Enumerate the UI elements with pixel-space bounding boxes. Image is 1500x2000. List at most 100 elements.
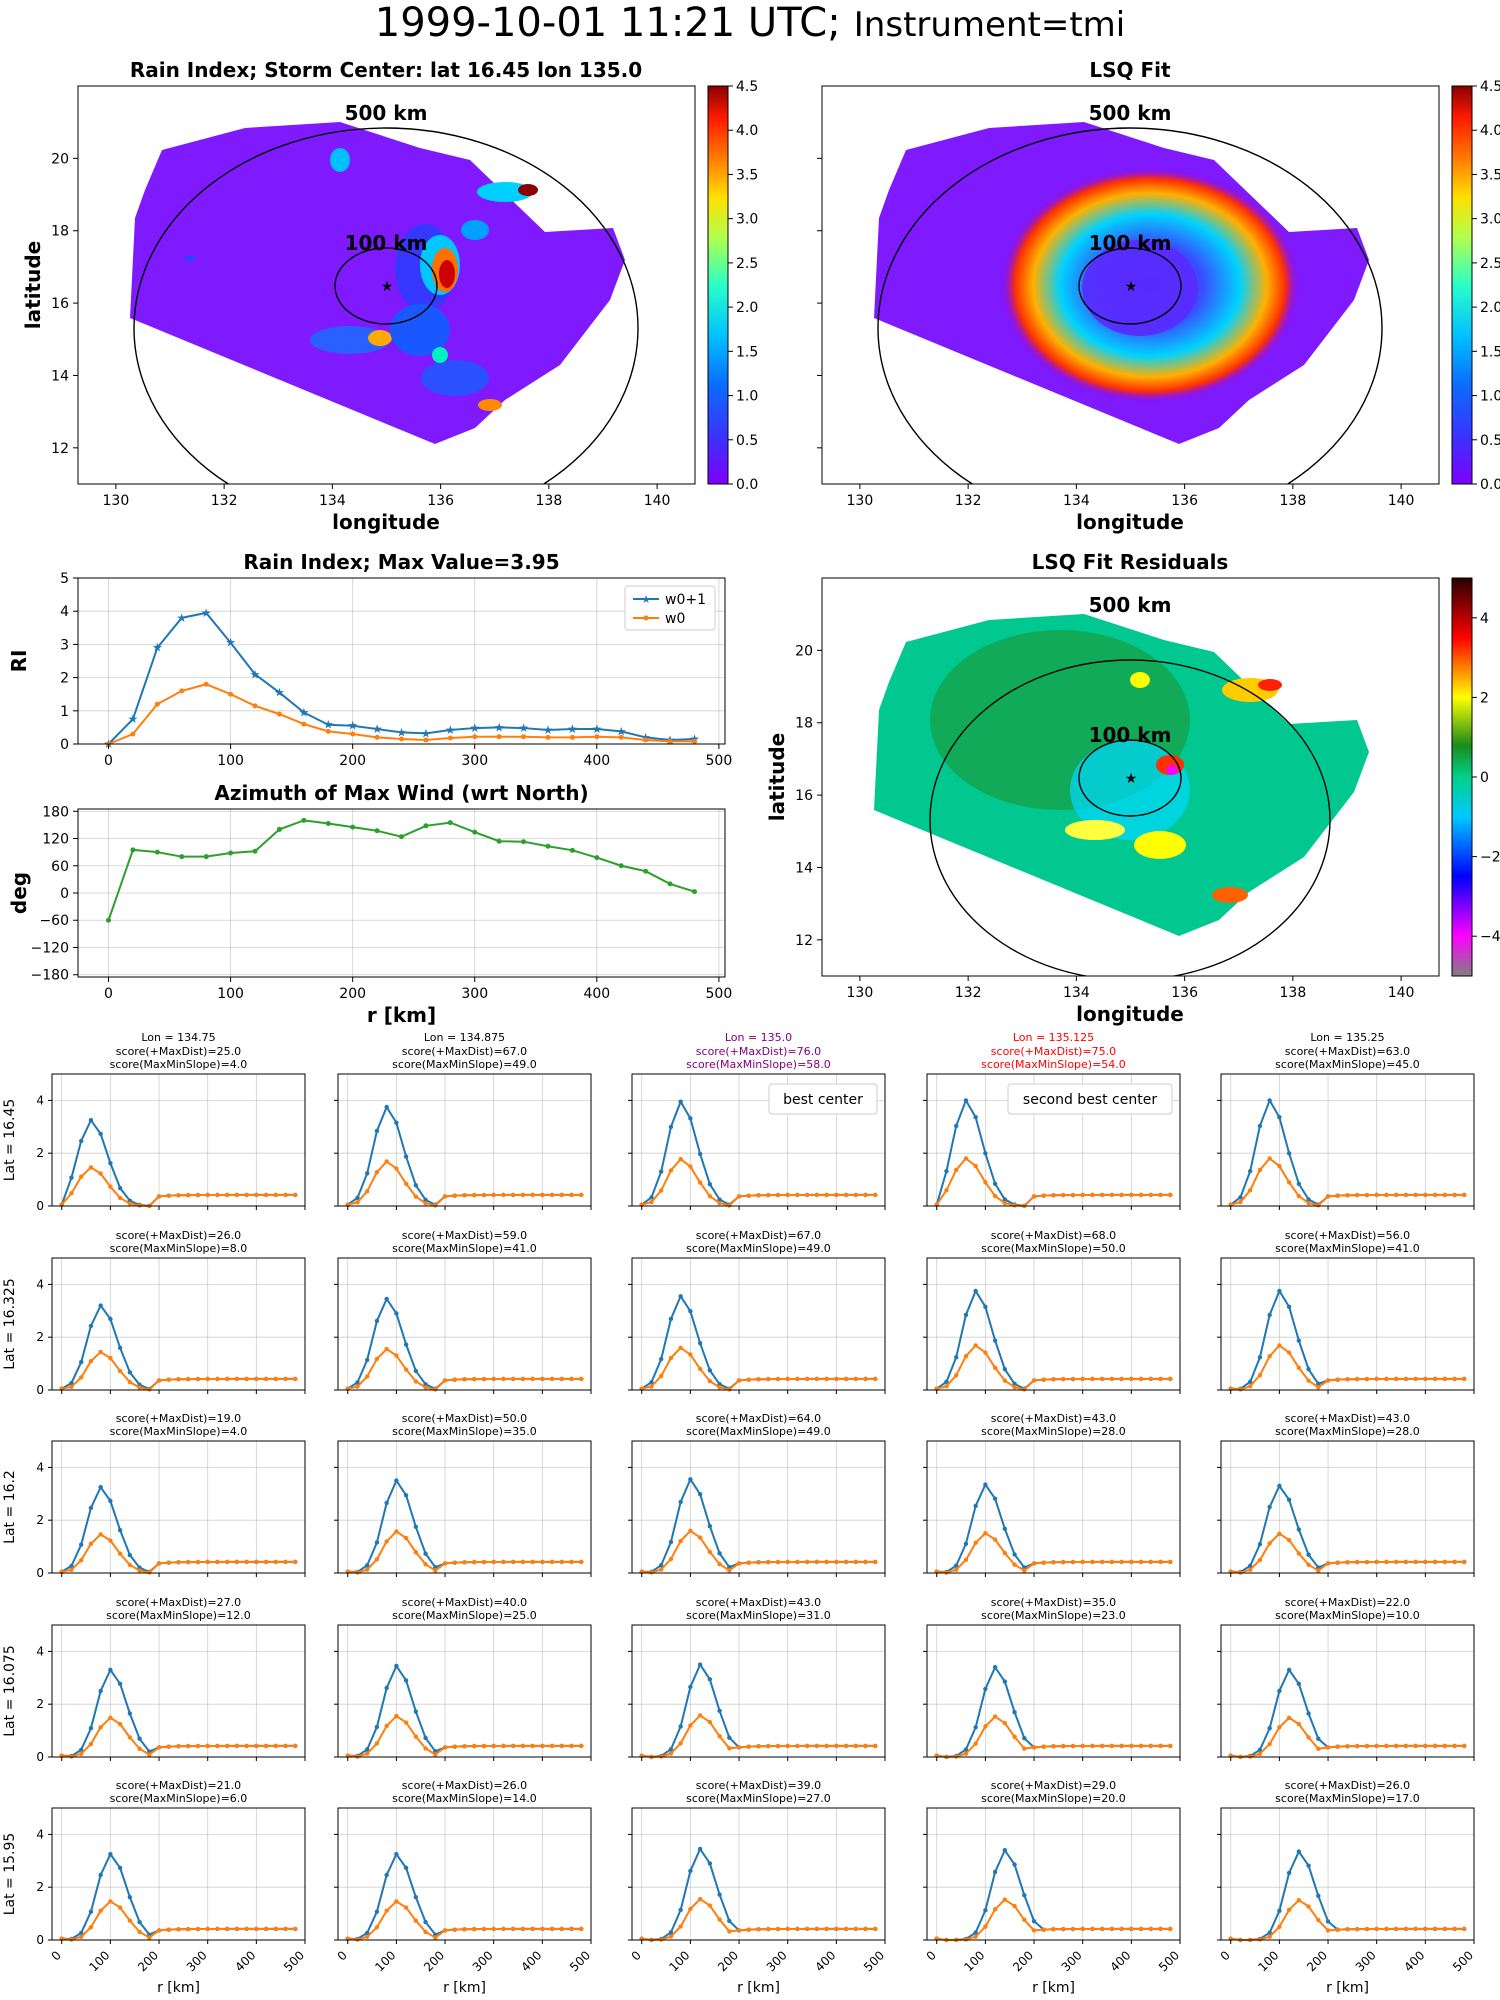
profile-point [1306, 1863, 1311, 1868]
profile-point [293, 1376, 298, 1382]
profile-point [579, 1376, 584, 1382]
panel-score-maxminslope: score(MaxMinSlope)=54.0 [981, 1058, 1126, 1071]
profile-point [224, 1376, 230, 1382]
x-tick-label: 500 [706, 753, 733, 769]
x-tick-label: 136 [427, 493, 454, 509]
profile-line [1230, 1344, 1465, 1391]
y-tick-label: −60 [39, 913, 69, 929]
x-tick-label: 130 [847, 493, 874, 509]
profile-point [678, 1099, 683, 1104]
profile-point [1080, 1926, 1085, 1932]
profile-point [1138, 1559, 1144, 1565]
rain-index-colorbar-ticks: 0.0 0.5 1.0 1.5 2.0 2.5 3.0 3.5 4.0 4.5 [728, 79, 758, 493]
panel-frame [1220, 1807, 1475, 1941]
profile-point [1355, 1192, 1360, 1198]
profile-line [935, 1157, 1171, 1207]
profile-point [1306, 1367, 1311, 1372]
profile-point [364, 1563, 370, 1568]
profile-point [205, 1559, 210, 1565]
profile-point [1413, 1559, 1418, 1565]
profile-point [1061, 1376, 1066, 1382]
profile-point [423, 1201, 428, 1206]
profile-point [863, 1559, 868, 1565]
panel-score-maxdist: score(+MaxDist)=50.0 [402, 1412, 527, 1425]
y-tick-label: 3 [60, 637, 69, 653]
profile-point [1041, 1927, 1046, 1932]
profile-point [1158, 1376, 1163, 1382]
profile-point [658, 1169, 664, 1174]
profile-point [873, 1559, 878, 1565]
profile-point [1277, 1531, 1282, 1536]
profile-point [224, 1926, 230, 1932]
profile-point [873, 1376, 878, 1382]
profile-point [658, 1356, 664, 1362]
profile-point [186, 1192, 191, 1198]
y-tick-label: 18 [51, 224, 69, 240]
profile-point [668, 1124, 674, 1130]
colorbar-tick-label: 0 [1480, 770, 1489, 786]
profile-point [559, 1926, 565, 1932]
profile-point [78, 1747, 84, 1752]
row-lat-label: Lat = 16.075 [2, 1645, 18, 1737]
profile-point [1119, 1743, 1124, 1749]
profile-point [510, 1926, 516, 1932]
profile-point [186, 1743, 191, 1749]
profile-point [1012, 1862, 1017, 1867]
panel-score-maxdist: score(+MaxDist)=40.0 [402, 1596, 527, 1609]
x-axis-label: r [km] [367, 1003, 436, 1027]
profile-point [1442, 1743, 1448, 1749]
profile-point [1002, 1897, 1008, 1902]
profile-point [756, 1193, 761, 1198]
profile-point [766, 1743, 771, 1749]
profile-point [1384, 1926, 1389, 1932]
data-point: ★ [591, 722, 602, 736]
profile-point [756, 1927, 761, 1932]
data-point: ★ [518, 721, 529, 735]
profile-point [756, 1744, 761, 1749]
panel-frame [51, 1440, 306, 1574]
profile-point [983, 1482, 988, 1487]
data-point [472, 829, 478, 835]
data-point: ★ [250, 667, 261, 681]
profile-point [374, 1557, 380, 1562]
y-axis-label: RI [7, 650, 31, 673]
profile-point [834, 1559, 839, 1565]
profile-point [843, 1559, 849, 1565]
panel-score-maxdist: score(+MaxDist)=35.0 [991, 1596, 1116, 1609]
profile-point [1462, 1559, 1467, 1565]
colorbar-tick-label: 2.5 [1480, 256, 1500, 272]
profile-line [61, 1852, 296, 1940]
profile-point [727, 1918, 732, 1924]
profile-point [413, 1194, 419, 1199]
profile-point [814, 1376, 820, 1382]
data-point [496, 838, 502, 844]
profile-point [244, 1559, 249, 1565]
x-tick-label: 200 [339, 753, 366, 769]
profile-point [108, 1538, 113, 1543]
profile-point [384, 1723, 389, 1729]
profile-point [1080, 1743, 1085, 1749]
profile-point [520, 1376, 526, 1382]
colorbar-tick-label: −4 [1480, 929, 1500, 945]
profile-point [736, 1745, 742, 1750]
data-point [203, 854, 209, 860]
profile-point [1002, 1378, 1008, 1383]
panel-score-maxminslope: score(MaxMinSlope)=28.0 [1275, 1425, 1420, 1438]
x-tick-label: 200 [135, 1948, 161, 1974]
profile-point [1090, 1926, 1095, 1932]
profile-point [1296, 1721, 1302, 1727]
panel-frame [51, 1807, 306, 1941]
profile-point [804, 1926, 810, 1932]
profile-point [364, 1751, 370, 1756]
profile-point [688, 1906, 693, 1912]
profile-point [804, 1376, 810, 1382]
profile-point [1286, 1151, 1292, 1156]
candidate-panel: score(+MaxDist)=43.0score(MaxMinSlope)=2… [1217, 1412, 1475, 1577]
profile-point [127, 1379, 133, 1385]
profile-point [973, 1288, 978, 1294]
x-tick-label: 0 [924, 1948, 939, 1963]
ring-label-100km: 100 km [1089, 231, 1172, 255]
profile-point [746, 1193, 751, 1198]
panel-score-maxminslope: score(MaxMinSlope)=45.0 [1275, 1058, 1420, 1071]
